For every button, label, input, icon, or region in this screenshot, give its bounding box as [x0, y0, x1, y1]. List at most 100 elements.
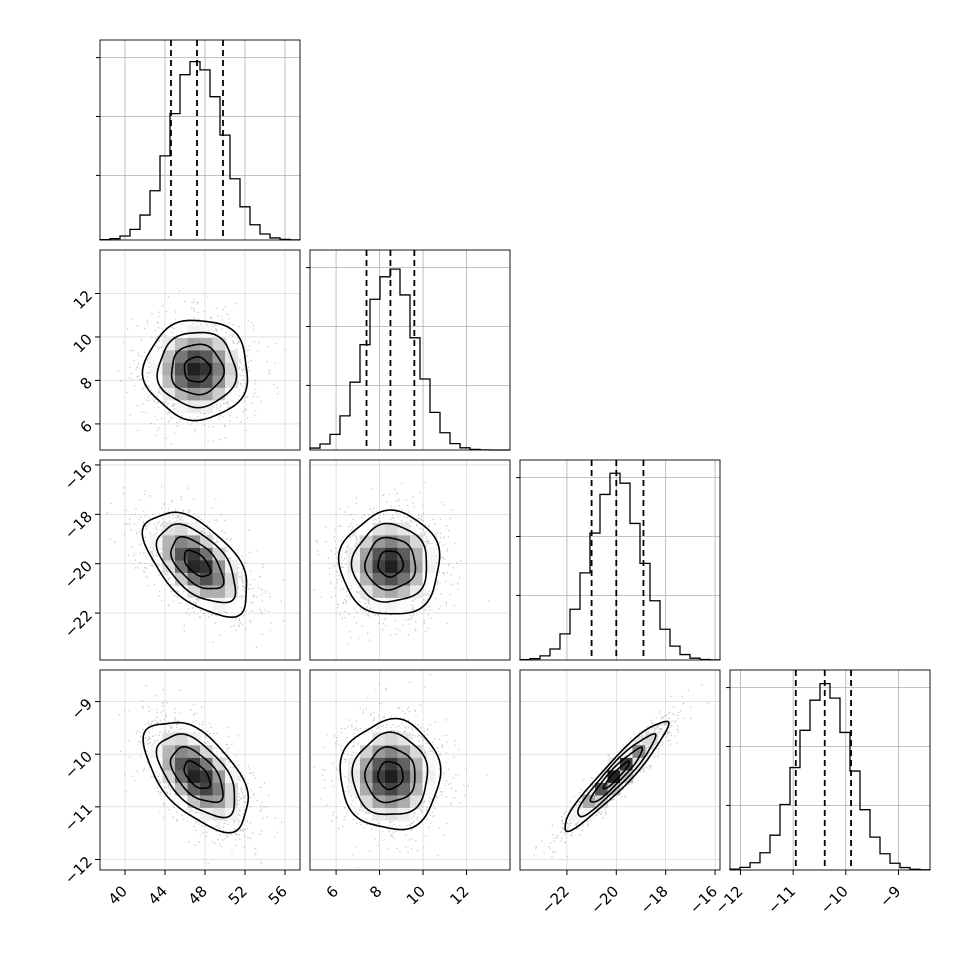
x-tick-label: 10: [403, 882, 429, 908]
density-cell: [397, 597, 411, 611]
density-cell: [162, 770, 176, 783]
panel-frame: [99, 459, 301, 661]
density-cell: [162, 350, 176, 363]
density-cell: [175, 362, 188, 376]
density-cell: [397, 770, 411, 783]
density-cell: [360, 535, 373, 548]
density-cell: [385, 597, 398, 611]
density-cell: [175, 782, 188, 796]
x-tick-label: 8: [366, 882, 385, 901]
density-cell: [385, 522, 398, 536]
y-tick-label: −9: [68, 695, 96, 723]
density-layer: [313, 482, 490, 646]
density-cell: [187, 770, 201, 783]
contour-level-1: [602, 760, 630, 790]
density-layer: [117, 290, 287, 445]
density-cell: [620, 757, 633, 771]
histogram-step: [99, 60, 301, 241]
density-cell: [360, 795, 373, 808]
density-cell: [422, 757, 436, 771]
density-cell: [385, 732, 398, 746]
density-cell: [410, 782, 423, 796]
histogram-panel-p1: [96, 39, 301, 241]
density-cell: [360, 585, 373, 598]
density-cell: [360, 732, 373, 746]
density-cell: [175, 375, 188, 388]
density-layer: [115, 670, 283, 865]
contour-level-4: [564, 720, 670, 833]
density-cell: [175, 732, 188, 746]
density-cell: [175, 350, 188, 363]
density-cell: [360, 560, 373, 573]
density-cell: [225, 782, 238, 796]
histogram-step: [519, 472, 721, 661]
density-cell: [225, 597, 238, 611]
histogram-panel-p2: [306, 249, 511, 451]
density-cell: [212, 585, 226, 598]
panel-frame: [99, 39, 301, 241]
contour-level-3: [155, 523, 237, 604]
density-cell: [212, 597, 226, 611]
density-cell: [360, 745, 373, 758]
density-cell: [150, 757, 163, 771]
contour-level-4: [141, 511, 248, 619]
density-cell: [212, 387, 226, 401]
x-tick-label: −10: [817, 882, 852, 917]
scatter-panel-p2-p3: [309, 459, 511, 661]
density-cell: [212, 757, 226, 771]
contour-level-2: [170, 343, 226, 396]
density-cell: [410, 585, 423, 598]
x-tick-label: 44: [145, 882, 171, 908]
density-cell: [225, 572, 238, 586]
density-cell: [607, 782, 621, 796]
x-tick-label: 56: [265, 882, 291, 908]
density-cell: [397, 572, 411, 586]
density-cell: [372, 782, 386, 796]
contour-level-2: [364, 745, 416, 804]
scatter-panel-p2-p4: [309, 669, 511, 871]
histogram-panel-p3: [516, 459, 721, 661]
density-cell: [162, 547, 176, 561]
density-cell: [397, 757, 411, 771]
density-cell: [212, 807, 226, 821]
x-tick-label: −9: [876, 882, 904, 910]
density-cell: [200, 535, 213, 548]
density-cell: [372, 572, 386, 586]
density-cell: [150, 350, 163, 363]
density-cell: [175, 547, 188, 561]
histogram-step: [309, 268, 511, 451]
density-cell: [360, 782, 373, 796]
density-cell: [187, 337, 201, 351]
density-cell: [385, 547, 398, 561]
density-cell: [187, 400, 201, 413]
density-cell: [187, 362, 201, 376]
density-layer: [533, 684, 709, 858]
panel-frame: [309, 459, 511, 661]
y-tick-label: 8: [77, 374, 96, 393]
contour-level-1: [183, 356, 212, 383]
density-cell: [385, 757, 398, 771]
density-cell: [397, 782, 411, 796]
density-cell: [372, 732, 386, 746]
x-tick-label: −18: [637, 882, 672, 917]
density-cell: [162, 560, 176, 573]
density-cell: [410, 745, 423, 758]
contour-level-1: [183, 760, 212, 790]
density-cell: [225, 795, 238, 808]
scatter-panel-p3-p4: [519, 669, 721, 871]
density-cell: [410, 560, 423, 573]
density-cell: [162, 732, 176, 746]
histogram-step: [729, 682, 931, 871]
density-cell: [225, 387, 238, 401]
density-cell: [187, 782, 201, 796]
panel-frame: [99, 249, 301, 451]
contour-level-1: [183, 549, 212, 578]
density-layer: [313, 673, 488, 869]
density-cell: [410, 535, 423, 548]
density-cell: [570, 807, 583, 821]
density-cell: [410, 770, 423, 783]
y-tick-label: −16: [61, 458, 96, 493]
density-cell: [200, 745, 213, 758]
contour-level-3: [156, 331, 238, 409]
contour-level-4: [339, 717, 442, 831]
